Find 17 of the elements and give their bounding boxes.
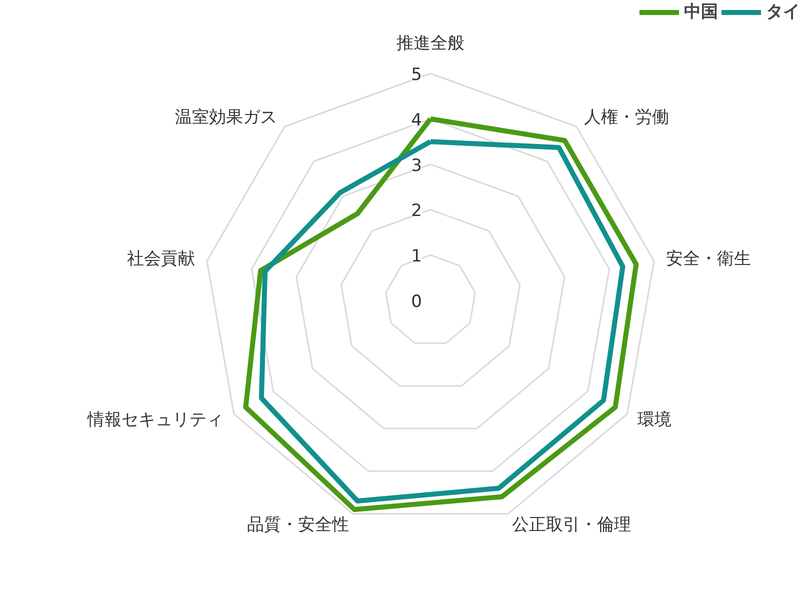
y-tick-label: 1 — [411, 246, 422, 267]
spoke-label: 推進全般 — [396, 34, 464, 54]
y-tick-label: 0 — [411, 292, 422, 312]
legend-label: 中国 — [684, 1, 718, 23]
spoke-label: 安全・衛生 — [666, 249, 751, 269]
spoke-label: 社会貢献 — [127, 249, 196, 269]
spoke-label: 温室効果ガス — [174, 107, 277, 128]
spoke-label: 公正取引・倫理 — [512, 515, 632, 536]
y-tick-label: 4 — [411, 110, 422, 130]
y-tick-label: 2 — [411, 201, 422, 222]
spoke-label: 環境 — [637, 410, 672, 430]
y-tick-label: 5 — [411, 65, 422, 85]
y-tick-label: 3 — [411, 156, 422, 176]
spoke-label: 人権・労働 — [584, 107, 670, 128]
legend-label: タイ — [766, 1, 800, 23]
spoke-label: 情報セキュリティ — [86, 410, 224, 430]
spoke-label: 品質・安全性 — [246, 515, 349, 536]
